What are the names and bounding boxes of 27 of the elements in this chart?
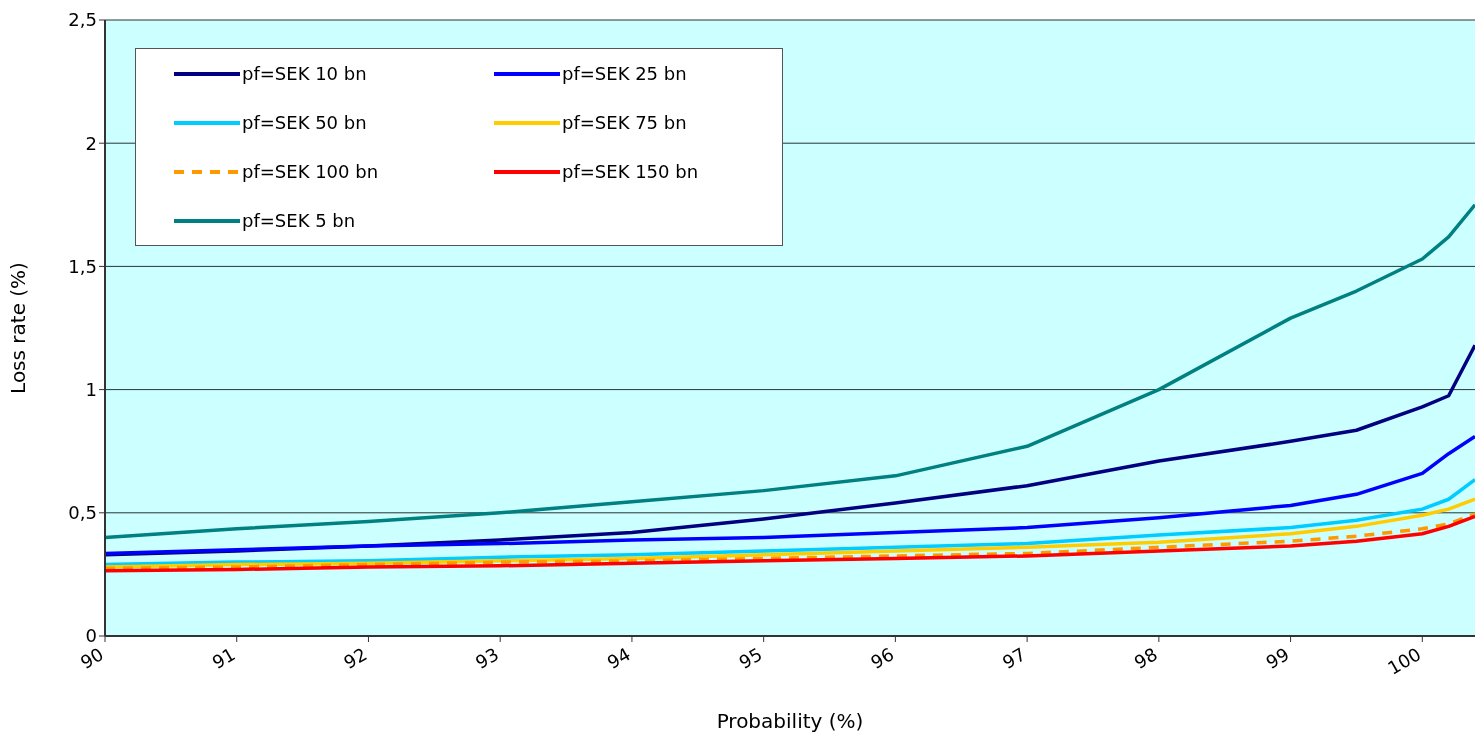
legend-label: pf=SEK 50 bn — [242, 112, 367, 133]
x-tick-label: 98 — [1130, 643, 1161, 673]
y-axis-title: Loss rate (%) — [6, 262, 31, 394]
y-tick-label: 2 — [85, 132, 97, 154]
x-axis-title: Probability (%) — [716, 709, 864, 733]
y-tick-label: 2,5 — [68, 9, 97, 31]
line-series — [105, 434, 1475, 556]
line-series — [105, 477, 1475, 567]
legend-label: pf=SEK 75 bn — [562, 112, 687, 133]
legend-label: pf=SEK 10 bn — [242, 63, 367, 84]
legend-label: pf=SEK 25 bn — [562, 63, 687, 84]
x-tick-label: 92 — [340, 643, 371, 673]
x-tick-label: 96 — [867, 643, 898, 673]
x-tick-label: 99 — [1262, 643, 1293, 673]
x-tick-label: 91 — [208, 643, 239, 673]
x-tick-label: 97 — [998, 643, 1030, 673]
x-tick-label: 93 — [471, 643, 503, 673]
legend-label: pf=SEK 100 bn — [242, 161, 379, 182]
x-tick-label: 100 — [1384, 643, 1425, 679]
y-tick-label: 1,5 — [68, 255, 97, 277]
x-tick-label: 95 — [735, 643, 766, 673]
y-tick-label: 1 — [85, 378, 97, 400]
legend-label: pf=SEK 150 bn — [562, 161, 699, 182]
x-tick-label: 94 — [603, 643, 634, 673]
line-series — [105, 203, 1475, 540]
y-tick-label: 0,5 — [68, 502, 97, 524]
legend-label: pf=SEK 5 bn — [242, 210, 356, 231]
